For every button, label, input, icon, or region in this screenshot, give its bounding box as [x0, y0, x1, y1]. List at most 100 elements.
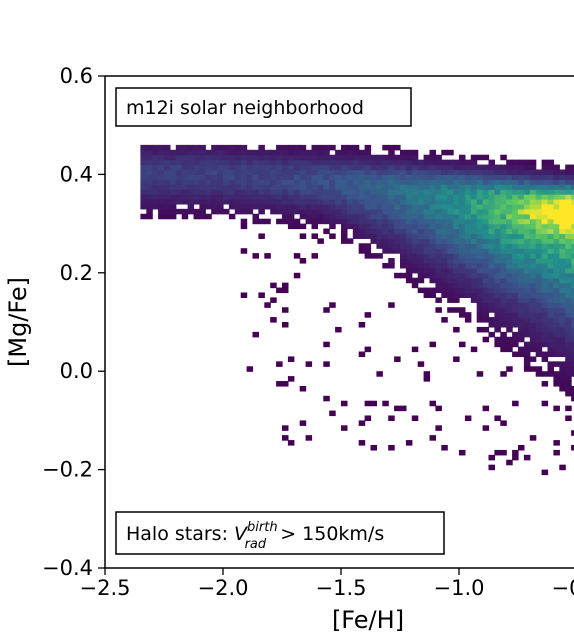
heatmap-cell	[482, 233, 490, 239]
heatmap-cell	[535, 194, 543, 200]
heatmap-cell	[529, 164, 537, 171]
heatmap-cell	[541, 218, 549, 225]
heatmap-cell	[429, 184, 436, 190]
heatmap-cell	[405, 194, 413, 200]
heatmap-cell	[529, 331, 537, 338]
heatmap-cell	[287, 376, 295, 382]
heatmap-cell	[518, 208, 525, 215]
heatmap-cell	[341, 233, 348, 239]
heatmap-cell	[464, 272, 472, 279]
heatmap-cell	[417, 267, 425, 274]
heatmap-cell	[240, 194, 248, 200]
heatmap-cell	[352, 189, 360, 195]
heatmap-cell	[441, 248, 448, 254]
heatmap-cell	[553, 341, 560, 348]
heatmap-cell	[140, 199, 147, 205]
heatmap-cell	[559, 169, 566, 175]
heatmap-cell	[470, 184, 478, 190]
heatmap-cell	[382, 184, 389, 190]
heatmap-cell	[417, 184, 425, 190]
heatmap-cell	[547, 228, 554, 235]
heatmap-cell	[441, 174, 448, 180]
heatmap-cell	[193, 144, 200, 151]
heatmap-cell	[282, 218, 289, 225]
heatmap-cell	[335, 179, 342, 185]
heatmap-cell	[464, 243, 472, 249]
heatmap-cell	[453, 277, 460, 284]
heatmap-cell	[240, 248, 248, 254]
heatmap-cell	[518, 282, 525, 289]
heatmap-cell	[535, 277, 543, 284]
heatmap-cell	[258, 144, 265, 151]
heatmap-cell	[400, 272, 407, 279]
heatmap-cell	[400, 253, 407, 259]
heatmap-cell	[158, 184, 165, 190]
heatmap-cell	[541, 317, 549, 323]
heatmap-cell	[376, 169, 383, 175]
heatmap-cell	[565, 243, 572, 249]
heatmap-cell	[547, 331, 554, 338]
heatmap-cell	[358, 149, 366, 156]
heatmap-cell	[559, 199, 566, 205]
heatmap-cell	[376, 223, 383, 230]
heatmap-cell	[282, 169, 289, 175]
heatmap-cell	[346, 174, 354, 180]
heatmap-cell	[494, 228, 501, 235]
heatmap-cell	[234, 199, 242, 205]
heatmap-cell	[429, 258, 436, 264]
heatmap-cell	[234, 179, 242, 185]
heatmap-cell	[376, 213, 383, 220]
heatmap-cell	[193, 179, 200, 185]
heatmap-cell	[152, 179, 159, 185]
heatmap-cell	[553, 238, 560, 244]
heatmap-cell	[500, 371, 507, 377]
heatmap-cell	[400, 258, 407, 264]
heatmap-cell	[547, 218, 554, 225]
heatmap-cell	[140, 189, 147, 195]
heatmap-cell	[470, 203, 478, 210]
heatmap-cell	[488, 277, 495, 284]
heatmap-cell	[335, 203, 342, 210]
heatmap-cell	[506, 189, 513, 195]
heatmap-cell	[500, 233, 507, 239]
heatmap-cell	[512, 297, 519, 303]
heatmap-cell	[264, 154, 271, 161]
heatmap-cell	[311, 223, 318, 230]
heatmap-cell	[447, 238, 454, 244]
heatmap-cell	[181, 144, 189, 151]
heatmap-cell	[547, 189, 554, 195]
heatmap-cell	[506, 184, 513, 190]
heatmap-cell	[405, 184, 413, 190]
heatmap-cell	[429, 267, 436, 274]
heatmap-cell	[500, 243, 507, 249]
heatmap-cell	[305, 194, 313, 200]
heatmap-cell	[417, 228, 425, 235]
x-tick-label: −1.0	[434, 576, 485, 600]
heatmap-cell	[228, 184, 236, 190]
heatmap-cell	[571, 169, 574, 175]
heatmap-cell	[240, 218, 248, 225]
heatmap-cell	[234, 169, 242, 175]
heatmap-cell	[529, 218, 537, 225]
heatmap-cell	[335, 159, 342, 166]
heatmap-cell	[305, 203, 313, 210]
heatmap-cell	[400, 159, 407, 166]
heatmap-cell	[423, 258, 431, 264]
heatmap-cell	[282, 287, 289, 294]
heatmap-cell	[506, 307, 513, 313]
heatmap-cell	[252, 194, 259, 200]
heatmap-cell	[400, 189, 407, 195]
heatmap-cell	[400, 199, 407, 205]
heatmap-cell	[482, 297, 490, 303]
heatmap-cell	[234, 174, 242, 180]
x-tick-label: −2.0	[198, 576, 249, 600]
heatmap-cell	[518, 248, 525, 254]
heatmap-cell	[299, 420, 307, 426]
heatmap-cell	[364, 179, 372, 185]
heatmap-cell	[193, 159, 200, 166]
heatmap-cell	[518, 199, 525, 205]
heatmap-cell	[535, 262, 543, 269]
heatmap-cell	[329, 203, 336, 210]
heatmap-cell	[506, 302, 513, 308]
heatmap-cell	[429, 272, 436, 279]
